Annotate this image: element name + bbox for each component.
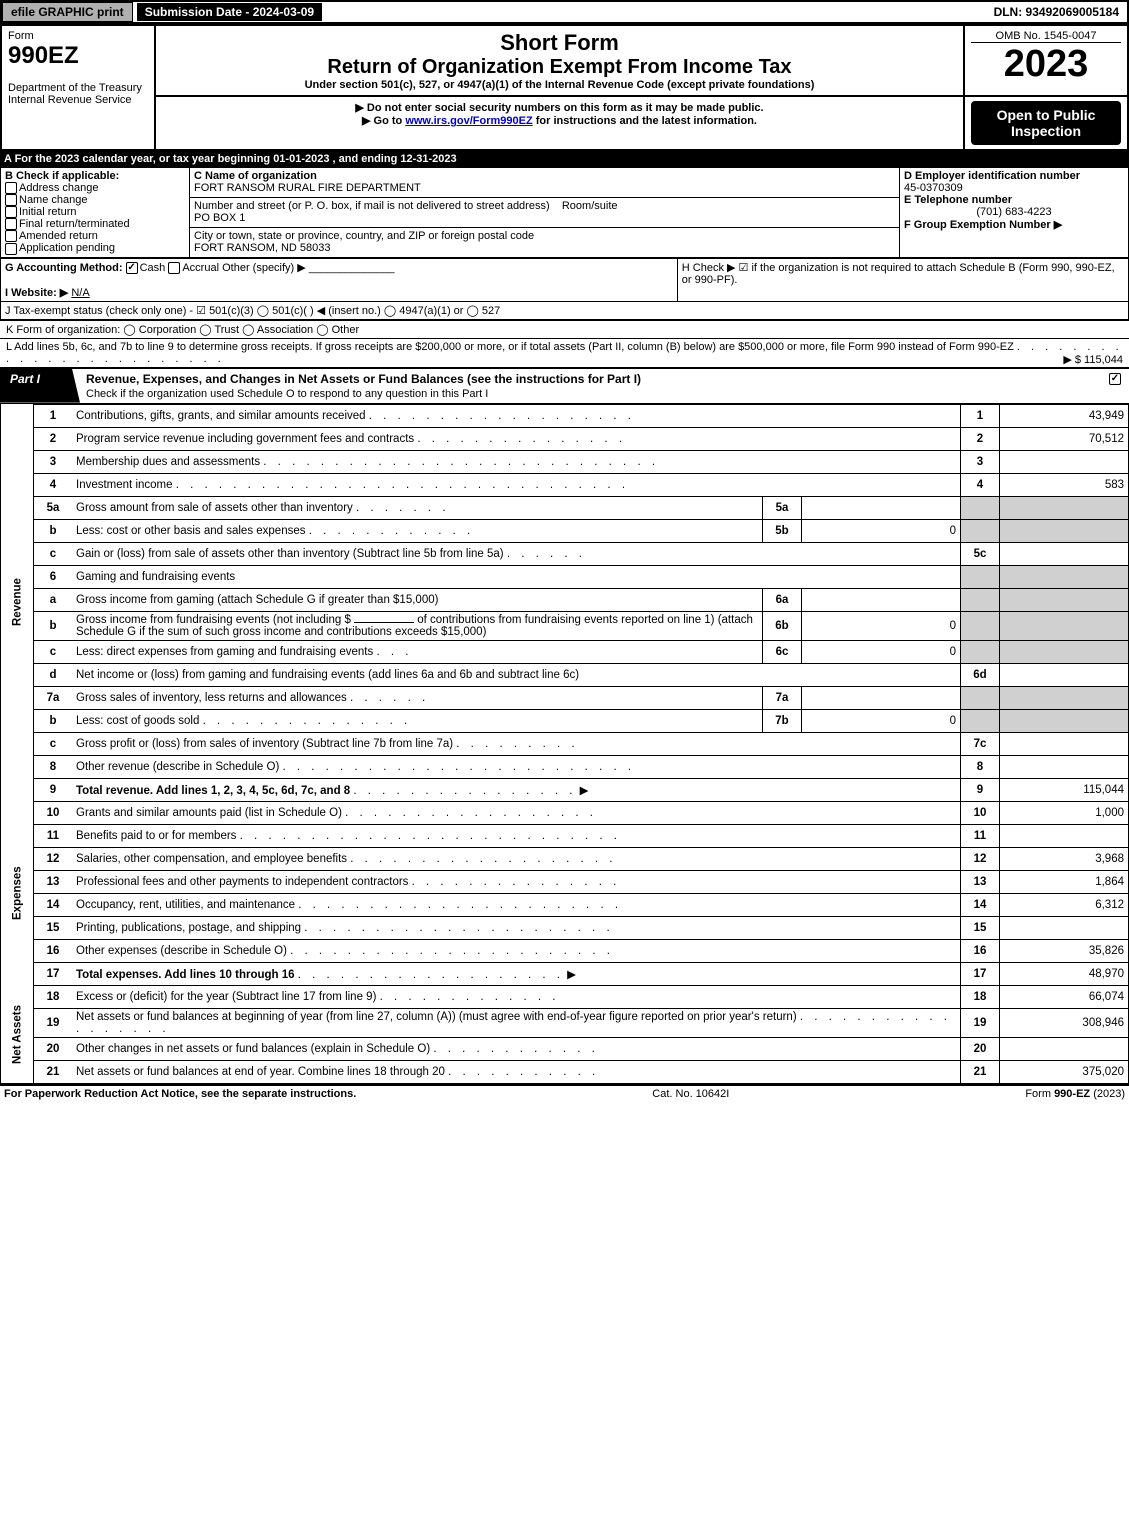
gross-receipts: ▶ $ 115,044 — [1063, 353, 1123, 366]
dept-label: Department of the Treasury — [8, 82, 142, 94]
omb-number: OMB No. 1545-0047 — [971, 30, 1121, 43]
section-e-label: E Telephone number — [904, 194, 1012, 206]
line-19-amt: 308,946 — [1000, 1008, 1129, 1037]
line-14-amt: 6,312 — [1000, 893, 1129, 916]
section-k: K Form of organization: ◯ Corporation ◯ … — [0, 320, 1129, 338]
part-i-lines: Revenue 1Contributions, gifts, grants, a… — [0, 404, 1129, 1084]
footer-right: Form 990-EZ (2023) — [1025, 1088, 1125, 1100]
line-17-amt: 48,970 — [1000, 962, 1129, 985]
part-i-label: Part I — [0, 369, 80, 403]
open-to-public: Open to Public Inspection — [971, 101, 1121, 145]
room-label: Room/suite — [562, 200, 618, 212]
amended-return-checkbox[interactable] — [5, 230, 17, 242]
org-info-table: B Check if applicable: Address change Na… — [0, 167, 1129, 258]
form-header: Form 990EZ Department of the Treasury In… — [0, 24, 1129, 151]
line-16-amt: 35,826 — [1000, 939, 1129, 962]
line-8-amt — [1000, 755, 1129, 778]
street: PO BOX 1 — [194, 212, 245, 224]
name-change-checkbox[interactable] — [5, 194, 17, 206]
checks-table: G Accounting Method: Cash Accrual Other … — [0, 258, 1129, 320]
line-5b-subval: 0 — [802, 519, 961, 542]
under-section: Under section 501(c), 527, or 4947(a)(1)… — [162, 79, 957, 91]
expenses-side-label: Expenses — [1, 801, 34, 985]
line-11-amt — [1000, 824, 1129, 847]
top-bar: efile GRAPHIC print Submission Date - 20… — [0, 0, 1129, 24]
irs-label: Internal Revenue Service — [8, 94, 132, 106]
submission-date: Submission Date - 2024-03-09 — [137, 3, 322, 21]
efile-print-button[interactable]: efile GRAPHIC print — [2, 2, 133, 22]
net-assets-side-label: Net Assets — [1, 985, 34, 1083]
section-b-label: B Check if applicable: — [5, 170, 119, 182]
street-label: Number and street (or P. O. box, if mail… — [194, 200, 550, 212]
line-6d-amt — [1000, 663, 1129, 686]
revenue-side-label: Revenue — [1, 404, 34, 801]
line-13-amt: 1,864 — [1000, 870, 1129, 893]
line-4-amt: 583 — [1000, 473, 1129, 496]
line-7c-amt — [1000, 732, 1129, 755]
line-6a-subval — [802, 588, 961, 611]
footer-mid: Cat. No. 10642I — [652, 1088, 729, 1100]
section-h: H Check ▶ ☑ if the organization is not r… — [677, 258, 1128, 301]
line-5c-amt — [1000, 542, 1129, 565]
section-g-label: G Accounting Method: — [5, 262, 123, 274]
form-label: Form — [8, 30, 34, 42]
section-d-label: D Employer identification number — [904, 170, 1080, 182]
form-number: 990EZ — [8, 42, 79, 69]
goto-line: ▶ Go to www.irs.gov/Form990EZ for instru… — [162, 114, 957, 127]
line-9-amt: 115,044 — [1000, 778, 1129, 801]
city: FORT RANSOM, ND 58033 — [194, 242, 331, 254]
do-not-enter: ▶ Do not enter social security numbers o… — [162, 101, 957, 114]
initial-return-checkbox[interactable] — [5, 206, 17, 218]
city-label: City or town, state or province, country… — [194, 230, 534, 242]
accrual-checkbox[interactable] — [168, 262, 180, 274]
section-a: A For the 2023 calendar year, or tax yea… — [0, 151, 1129, 167]
line-6b-subval: 0 — [802, 611, 961, 640]
return-title: Return of Organization Exempt From Incom… — [162, 56, 957, 79]
org-name: FORT RANSOM RURAL FIRE DEPARTMENT — [194, 182, 421, 194]
dln: DLN: 93492069005184 — [986, 3, 1127, 21]
line-1-amt: 43,949 — [1000, 404, 1129, 427]
line-20-amt — [1000, 1037, 1129, 1060]
line-10-amt: 1,000 — [1000, 801, 1129, 824]
short-form-title: Short Form — [162, 30, 957, 56]
irs-link[interactable]: www.irs.gov/Form990EZ — [405, 115, 532, 127]
final-return-checkbox[interactable] — [5, 218, 17, 230]
address-change-checkbox[interactable] — [5, 182, 17, 194]
line-18-amt: 66,074 — [1000, 985, 1129, 1008]
part-i-title: Revenue, Expenses, and Changes in Net As… — [86, 372, 641, 386]
part-i-check-text: Check if the organization used Schedule … — [86, 388, 488, 400]
line-21-amt: 375,020 — [1000, 1060, 1129, 1083]
section-c-label: C Name of organization — [194, 170, 317, 182]
footer-left: For Paperwork Reduction Act Notice, see … — [4, 1088, 356, 1100]
section-i-label: I Website: ▶ — [5, 287, 68, 299]
line-7a-subval — [802, 686, 961, 709]
line-15-amt — [1000, 916, 1129, 939]
tax-year: 2023 — [971, 43, 1121, 86]
line-2-amt: 70,512 — [1000, 427, 1129, 450]
line-7b-subval: 0 — [802, 709, 961, 732]
line-12-amt: 3,968 — [1000, 847, 1129, 870]
line-5a-subval — [802, 496, 961, 519]
line-6c-subval: 0 — [802, 640, 961, 663]
schedule-o-checkbox[interactable] — [1109, 373, 1121, 385]
page-footer: For Paperwork Reduction Act Notice, see … — [0, 1084, 1129, 1102]
line-3-amt — [1000, 450, 1129, 473]
section-f-label: F Group Exemption Number ▶ — [904, 219, 1062, 231]
cash-checkbox[interactable] — [126, 262, 138, 274]
section-j: J Tax-exempt status (check only one) - ☑… — [1, 301, 1129, 319]
application-pending-checkbox[interactable] — [5, 243, 17, 255]
ein: 45-0370309 — [904, 182, 963, 194]
section-l: L Add lines 5b, 6c, and 7b to line 9 to … — [0, 338, 1129, 367]
website-value: N/A — [71, 287, 89, 299]
part-i-header: Part I Revenue, Expenses, and Changes in… — [0, 367, 1129, 404]
telephone: (701) 683-4223 — [904, 206, 1124, 218]
